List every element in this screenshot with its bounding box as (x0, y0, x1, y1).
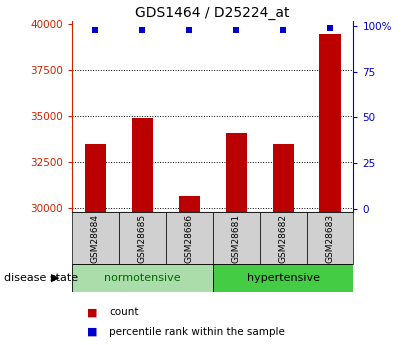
Bar (179, 196, 200, 345)
Text: normotensive: normotensive (104, 273, 180, 283)
Point (139, 27, 145, 32)
Bar (213, 264, 353, 292)
Title: GDS1464 / D25224_at: GDS1464 / D25224_at (136, 6, 290, 20)
Bar (307, 212, 353, 264)
Text: disease state: disease state (4, 273, 78, 283)
Text: ■: ■ (87, 327, 98, 337)
Bar (72, 264, 213, 292)
Point (327, 25, 333, 31)
Text: GSM28683: GSM28683 (326, 214, 335, 263)
Text: GSM28682: GSM28682 (279, 214, 288, 263)
Bar (119, 212, 166, 264)
Text: GSM28685: GSM28685 (138, 214, 147, 263)
Text: ▶: ▶ (51, 273, 60, 283)
Bar (72, 212, 119, 264)
Bar (85, 144, 106, 345)
Text: GSM28681: GSM28681 (232, 214, 241, 263)
Bar (226, 133, 247, 345)
Point (186, 27, 192, 32)
Point (233, 27, 240, 32)
Text: percentile rank within the sample: percentile rank within the sample (109, 327, 285, 337)
Text: GSM28686: GSM28686 (185, 214, 194, 263)
Text: count: count (109, 307, 139, 317)
Bar (132, 118, 153, 345)
Bar (213, 212, 260, 264)
Text: ■: ■ (87, 307, 98, 317)
Point (92, 27, 99, 32)
Bar (260, 212, 307, 264)
Bar (166, 212, 213, 264)
Text: hypertensive: hypertensive (247, 273, 320, 283)
Text: GSM28684: GSM28684 (91, 214, 100, 263)
Point (280, 27, 286, 32)
Bar (319, 33, 341, 345)
Bar (272, 144, 293, 345)
